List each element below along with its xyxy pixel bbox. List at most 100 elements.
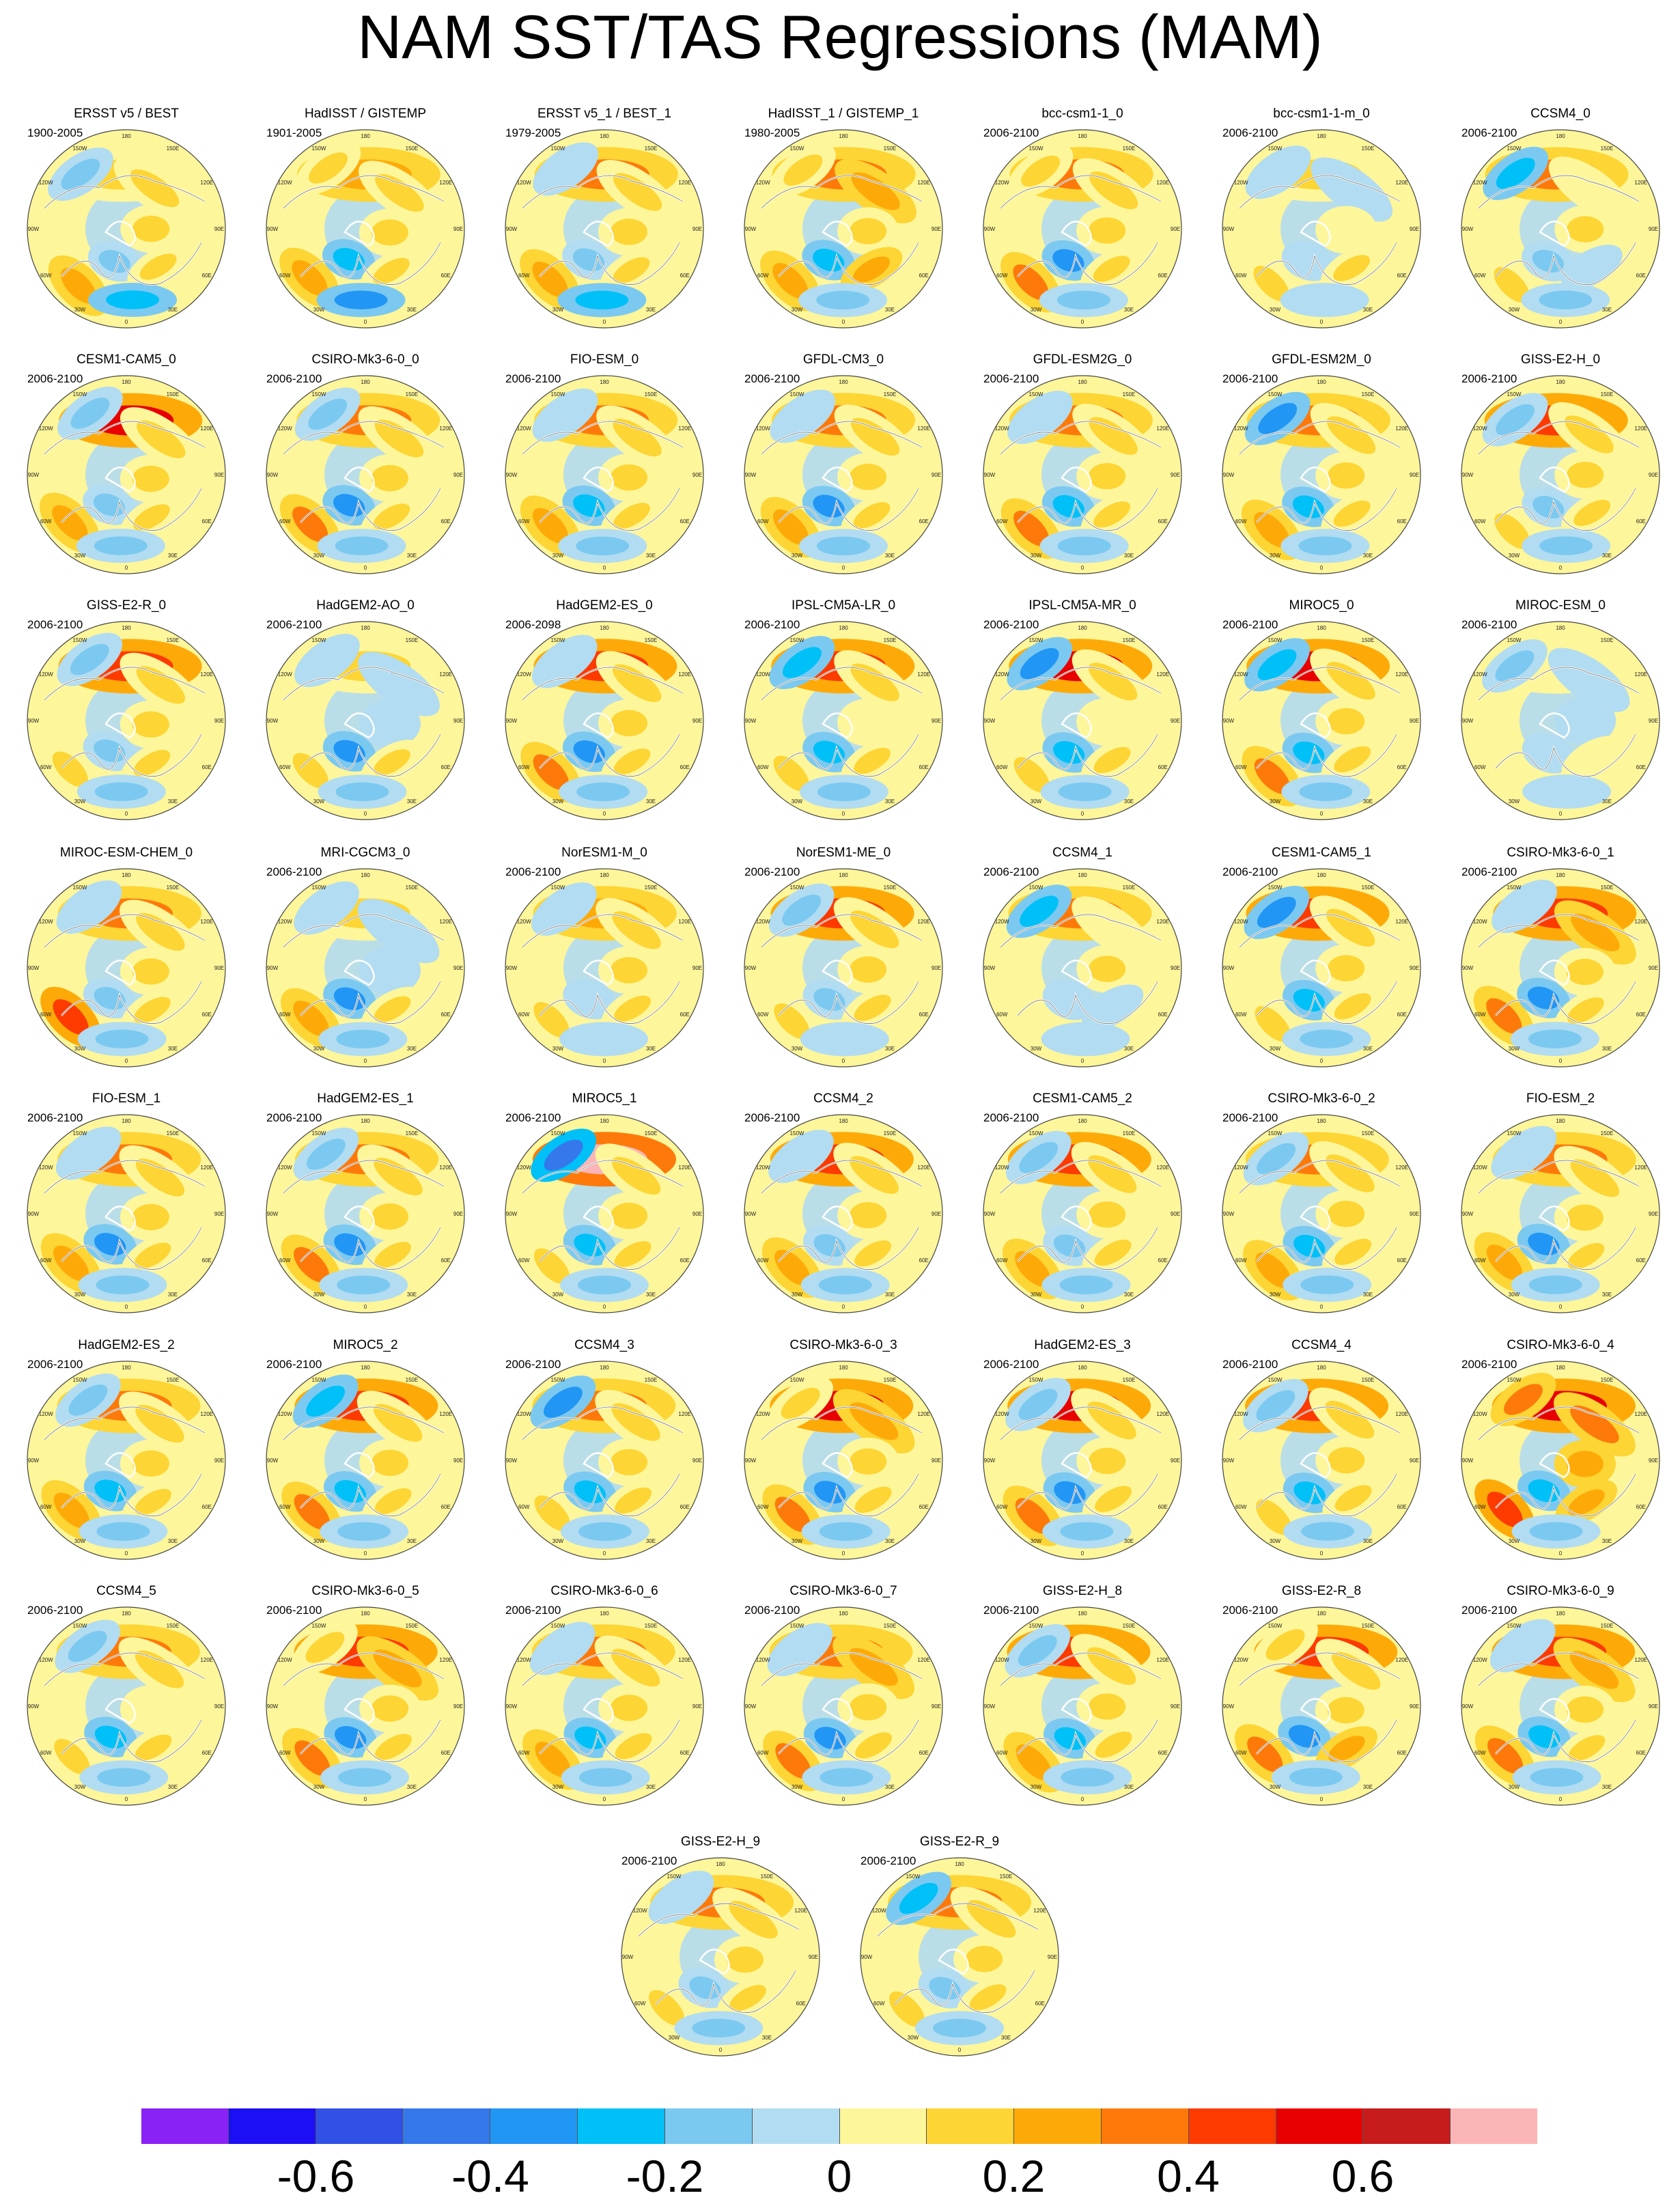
anomaly-core [611,464,648,491]
anomaly-core [97,1768,151,1787]
anomaly-core [53,1492,89,1529]
anomaly-core [139,253,177,280]
longitude-label: 30W [552,1292,564,1298]
longitude-label: 150E [645,145,658,152]
longitude-label: 120E [1634,180,1647,186]
anomaly-core [1568,1489,1605,1516]
anomaly-core [611,710,648,737]
panel-period: 1979-2005 [505,126,561,139]
longitude-label: 120W [278,426,292,432]
coastline-outline [522,1160,684,1270]
anomaly-core [306,1385,346,1417]
anomaly-core [611,1695,648,1721]
anomaly-core [1060,1522,1114,1541]
anomaly-core [966,1899,1016,1938]
anomaly-core [337,1522,391,1542]
longitude-label: 150W [1507,637,1522,643]
anomaly-core [1567,216,1604,242]
longitude-label: 150E [884,884,897,891]
longitude-label: 30E [885,1292,895,1298]
longitude-label: 150E [1362,391,1375,398]
coastline-outline [44,914,206,1024]
longitude-label: 150W [73,391,87,398]
anomaly-core [1255,1252,1291,1288]
panel-title: MIROC5_1 [572,1091,637,1106]
longitude-label: 150W [312,391,326,398]
coastline-outline [761,667,923,777]
map-border [1222,129,1421,329]
longitude-label: 150W [73,1130,87,1137]
longitude-label: 60W [1474,1504,1486,1510]
anomaly-core [1089,1447,1126,1475]
longitude-label: 180 [1556,625,1565,631]
longitude-label: 30E [1363,553,1373,559]
map-panel: GFDL-CM3_0 2006-2100 180 150E 120E 90E 60E 30E 0… [724,352,963,611]
anomaly-core [1328,955,1365,981]
longitude-label: 0 [842,1550,845,1557]
panel-title: CSIRO-Mk3-6-0_9 [1507,1584,1614,1598]
coastline-outline [877,1903,1039,2013]
longitude-label: 60W [996,1504,1008,1510]
longitude-label: 90W [506,226,518,232]
longitude-label: 90E [214,1703,224,1710]
longitude-label: 120E [678,1657,691,1663]
anomaly-core [1052,249,1084,272]
coastline-outline [761,914,923,1024]
anomaly-core [1326,662,1375,700]
anomaly-core [783,154,823,186]
panel-period: 2006-2100 [27,1111,83,1124]
longitude-label: 150W [1507,145,1522,152]
longitude-label: 120E [439,426,452,432]
longitude-label: 30W [792,307,803,313]
longitude-label: 60E [202,273,212,279]
panel-title: GISS-E2-H_0 [1520,352,1601,367]
map-panel: HadGEM2-ES_0 2006-2098 180 150E 120E 90E 60E 30… [485,598,724,857]
anomaly-core [661,1882,701,1913]
anomaly-core [306,1139,346,1170]
anomaly-core [333,987,366,1010]
longitude-label: 90E [692,965,702,971]
longitude-label: 90E [1171,1211,1180,1217]
anomaly-core [68,1630,107,1662]
anomaly-core [817,782,871,802]
anomaly-core [1058,782,1112,802]
longitude-label: 90W [745,1703,757,1710]
coastline-outline [761,1160,923,1270]
longitude-label: 60W [1235,1012,1247,1018]
longitude-label: 0 [603,1550,606,1557]
longitude-label: 180 [1317,625,1326,631]
longitude-label: 150W [1029,1377,1044,1383]
anomaly-core [1504,891,1544,922]
longitude-label: 90E [932,718,941,724]
coastline-outline [522,1652,684,1762]
longitude-label: 90E [214,965,224,971]
map-border [744,1606,943,1806]
polar-map: 180 150E 120E 90E 60E 30E 0 30W 60W 90W 120W 150W [27,1361,226,1560]
longitude-label: 60E [1158,764,1168,770]
longitude-label: 120W [39,919,53,925]
anomaly-core [1487,1491,1523,1528]
anomaly-core [1089,171,1138,210]
panel-period: 2006-2100 [505,372,561,385]
anomaly-core [854,994,891,1021]
anomaly-core [1053,988,1085,1012]
panel-title: HadGEM2-ES_1 [317,1091,414,1106]
longitude-label: 120W [1234,426,1248,432]
longitude-label: 150W [551,1130,565,1137]
longitude-label: 150E [1601,391,1614,398]
longitude-label: 0 [1081,319,1084,325]
longitude-label: 60W [996,518,1008,525]
longitude-label: 60W [1474,1257,1486,1264]
coastline-outline [1478,1160,1640,1270]
longitude-label: 60E [1158,1257,1168,1264]
map-panel: GISS-E2-R_0 2006-2100 180 150E 120E 90E 60E 30E… [7,598,246,857]
map-panel: GFDL-ESM2M_0 2006-2100 180 150E 120E 90E 60E 30… [1202,352,1441,611]
anomaly-core [969,1984,1007,2011]
longitude-label: 150E [406,1623,419,1629]
polar-map: 180 150E 120E 90E 60E 30E 0 30W 60W 90W 120W 150W [266,1361,465,1560]
polar-map: 180 150E 120E 90E 60E 30E 0 30W 60W 90W 120W 150W [1222,868,1421,1068]
anomaly-core [849,1402,899,1440]
longitude-label: 60E [1397,1504,1407,1510]
anomaly-core [1299,782,1353,801]
anomaly-core [575,290,629,310]
